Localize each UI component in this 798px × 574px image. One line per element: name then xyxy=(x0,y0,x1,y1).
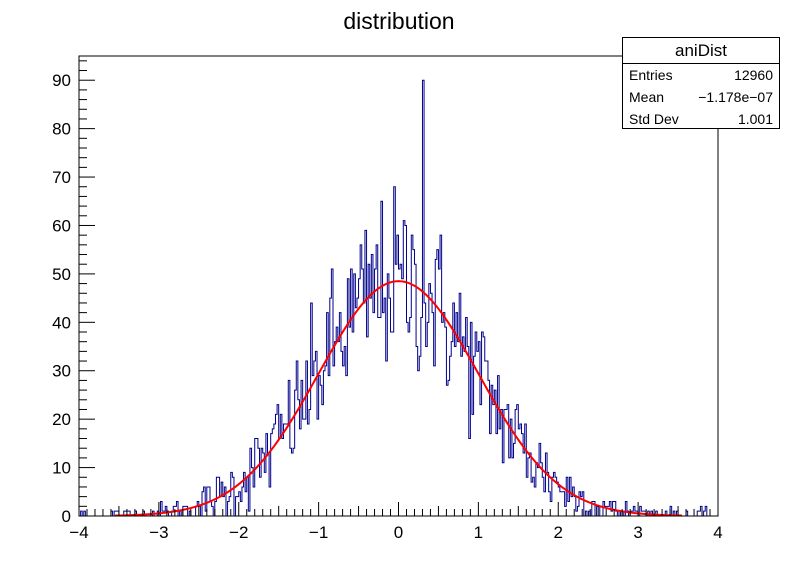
stats-box-title: aniDist xyxy=(623,38,779,64)
x-tick-label: 1 xyxy=(474,523,483,542)
y-tick-label: 0 xyxy=(62,507,71,526)
x-tick-label: 3 xyxy=(633,523,642,542)
x-tick-label: 4 xyxy=(713,523,722,542)
y-tick-label: 40 xyxy=(52,313,71,332)
y-tick-label: 60 xyxy=(52,216,71,235)
x-tick-label: −3 xyxy=(149,523,168,542)
fit-curve xyxy=(114,280,683,517)
stats-row-mean: Mean −1.178e−07 xyxy=(623,86,779,108)
y-tick-label: 20 xyxy=(52,410,71,429)
x-tick-label: −2 xyxy=(229,523,248,542)
x-tick-label: −1 xyxy=(309,523,328,542)
stats-label: Std Dev xyxy=(629,111,679,127)
stats-value: 1.001 xyxy=(737,111,773,127)
histogram-series xyxy=(79,79,718,517)
x-tick-label: −4 xyxy=(69,523,88,542)
y-tick-label: 10 xyxy=(52,459,71,478)
stats-value: −1.178e−07 xyxy=(698,89,773,105)
x-tick-label: 0 xyxy=(394,523,403,542)
stats-label: Mean xyxy=(629,89,665,105)
stats-row-entries: Entries 12960 xyxy=(623,64,779,86)
stats-value: 12960 xyxy=(734,67,773,83)
stats-row-stddev: Std Dev 1.001 xyxy=(623,108,779,130)
gaussian-fit-series xyxy=(114,280,683,517)
stats-label: Entries xyxy=(629,67,673,83)
y-tick-label: 70 xyxy=(52,168,71,187)
histogram-outline xyxy=(79,79,718,517)
x-tick-label: 2 xyxy=(554,523,563,542)
y-tick-label: 30 xyxy=(52,362,71,381)
y-tick-label: 80 xyxy=(52,120,71,139)
chart-title: distribution xyxy=(343,8,454,34)
y-tick-label: 90 xyxy=(52,71,71,90)
stats-box: aniDist Entries 12960 Mean −1.178e−07 St… xyxy=(622,37,780,129)
y-tick-label: 50 xyxy=(52,265,71,284)
